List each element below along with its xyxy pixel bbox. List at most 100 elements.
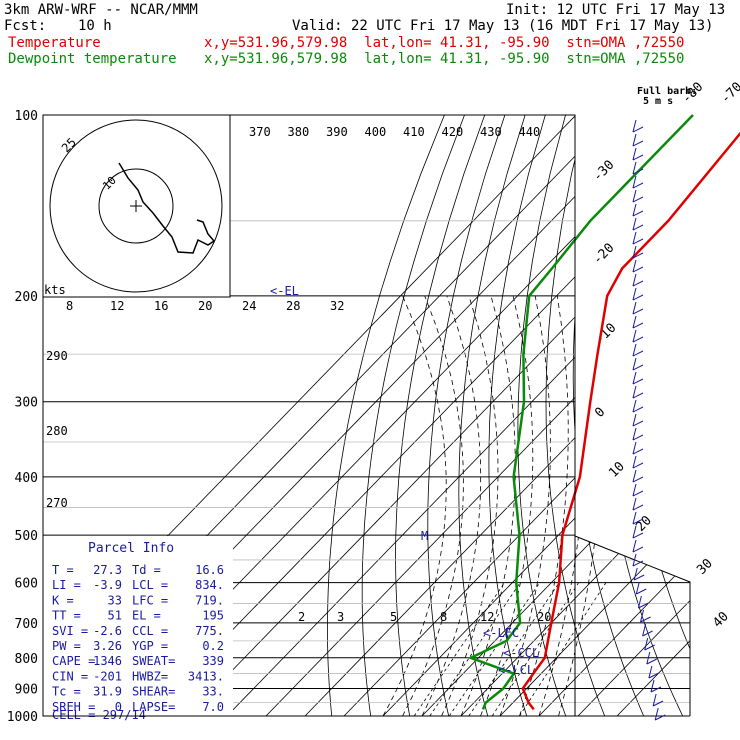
mixing-ratio-label: 5 xyxy=(390,610,397,624)
wind-barb-staff xyxy=(632,315,637,329)
wind-barb-flag xyxy=(632,182,644,189)
parcel-info-cell: -3.9 xyxy=(93,578,122,592)
parcel-info-cell: EL = xyxy=(132,609,161,623)
mixing-ratio-label: 8 xyxy=(440,610,447,624)
wind-barb-staff xyxy=(632,511,637,525)
mixing-ratio-label: 2 xyxy=(298,610,305,624)
parcel-info-cell: 834. xyxy=(195,578,224,592)
parcel-info-cell: 3.26 xyxy=(93,639,122,653)
mixing-ratio-line xyxy=(468,582,560,716)
wind-barb-flag xyxy=(646,658,658,665)
theta-top-label: 400 xyxy=(365,125,387,139)
wind-barb xyxy=(652,693,664,707)
pressure-tick-label: 300 xyxy=(15,396,38,411)
wind-barb xyxy=(632,175,644,189)
mixing-ratio-line xyxy=(519,582,607,716)
parcel-info-cell: 195 xyxy=(202,609,224,623)
dewpoint-station-info: x,y=531.96,579.98 lat,lon= 41.31, -95.90… xyxy=(204,51,685,67)
wind-barb xyxy=(632,301,644,315)
parcel-info-cell: SWEAT= xyxy=(132,654,175,668)
wind-barb-staff xyxy=(632,175,637,189)
speed-units-label: kts xyxy=(44,283,66,297)
wind-barb-staff xyxy=(632,441,637,455)
wind-barb xyxy=(650,679,662,693)
wind-barb xyxy=(637,595,649,609)
parcel-info-background xyxy=(43,536,233,716)
wind-barb xyxy=(632,525,644,539)
wind-barb-staff xyxy=(632,301,637,315)
wind-barb xyxy=(632,497,644,511)
forecast-hour: 10 h xyxy=(78,18,112,34)
wind-barb-staff xyxy=(632,203,637,217)
parcel-info-cell: PW = xyxy=(52,639,81,653)
wind-barb-flag xyxy=(632,140,644,147)
wind-barb xyxy=(632,203,644,217)
init-time: Init: 12 UTC Fri 17 May 13 xyxy=(506,2,726,18)
speed-tick-label: 8 xyxy=(66,299,73,313)
pressure-tick-label: 800 xyxy=(15,652,38,667)
mixing-ratio-label: 20 xyxy=(537,610,551,624)
mixing-ratio-label: 12 xyxy=(480,610,494,624)
wind-legend-label: Full barb: xyxy=(637,86,697,97)
plot-boundary xyxy=(574,115,691,716)
wind-barb-flag xyxy=(644,644,655,651)
temperature-legend: Temperature xyxy=(8,35,101,51)
parcel-info-cell: SREH = xyxy=(52,700,95,714)
wind-barb-staff xyxy=(648,665,653,679)
wind-barb-flag xyxy=(632,210,644,217)
wind-barb-staff xyxy=(632,357,637,371)
wind-barb xyxy=(646,651,658,665)
model-title: 3km ARW-WRF -- NCAR/MMM xyxy=(4,2,198,18)
moist-adiabat xyxy=(460,295,516,716)
parcel-info-cell: 33. xyxy=(202,685,224,699)
wind-barb-flag xyxy=(636,588,647,595)
wind-barb-staff xyxy=(654,707,659,721)
parcel-info-cell: HWBZ= xyxy=(132,669,168,683)
isotherm xyxy=(148,115,690,716)
isotherm-right-label: -30 xyxy=(590,158,617,185)
parcel-info-panel: Parcel Info T = 27.3 Td = 16.6 LI = -3.9 LCL =… xyxy=(43,536,233,722)
wind-barb-staff xyxy=(632,231,637,245)
dry-adiabat xyxy=(624,115,690,716)
wind-barb-flag xyxy=(632,364,644,371)
wind-barb-staff xyxy=(632,427,637,441)
parcel-info-cell: TT = xyxy=(52,609,81,623)
isotherm-right-label: 0 xyxy=(592,405,608,421)
wind-barb-flag xyxy=(632,448,644,455)
pressure-tick-label: 500 xyxy=(15,529,38,544)
el-label: <-EL xyxy=(270,284,299,298)
parcel-info-cell: 16.6 xyxy=(195,563,224,577)
parcel-info-title: Parcel Info xyxy=(88,541,174,556)
isotherm xyxy=(421,115,690,716)
valid-time: Valid: 22 UTC Fri 17 May 13 (16 MDT Fri … xyxy=(292,18,714,34)
parcel-info-cell: Td = xyxy=(132,563,161,577)
wind-barb xyxy=(632,315,644,329)
wind-barb-staff xyxy=(632,343,637,357)
isotherm-top-label: -70 xyxy=(718,80,740,107)
wind-barb-staff xyxy=(632,413,637,427)
hodograph-ring-outer xyxy=(49,119,223,293)
wind-barb xyxy=(632,343,644,357)
wind-barb-staff xyxy=(637,595,642,609)
wind-barb-flag xyxy=(632,308,644,315)
wind-barb xyxy=(644,637,655,651)
isotherm xyxy=(382,115,690,716)
wind-barb-flag xyxy=(652,700,664,707)
speed-tick-label: 28 xyxy=(286,299,300,313)
wind-barb-flag xyxy=(632,154,644,161)
wind-barb xyxy=(632,217,644,231)
wind-barb-flag xyxy=(632,294,644,301)
wind-barb xyxy=(633,567,645,581)
pressure-tick-label: 400 xyxy=(15,471,38,486)
parcel-info-cell: 3413. xyxy=(188,669,224,683)
parcel-info-cell: 1346 xyxy=(93,654,122,668)
moist-adiabat xyxy=(382,295,447,716)
dewpoint-curve xyxy=(467,114,694,710)
wind-barb xyxy=(632,469,644,483)
wind-barb xyxy=(635,581,647,595)
wind-barb xyxy=(632,259,644,273)
wind-barb xyxy=(632,161,644,175)
mixing-ratio-line xyxy=(448,582,540,716)
parcel-info-cell: CIN = xyxy=(52,669,88,683)
wind-barb-staff xyxy=(632,273,637,287)
